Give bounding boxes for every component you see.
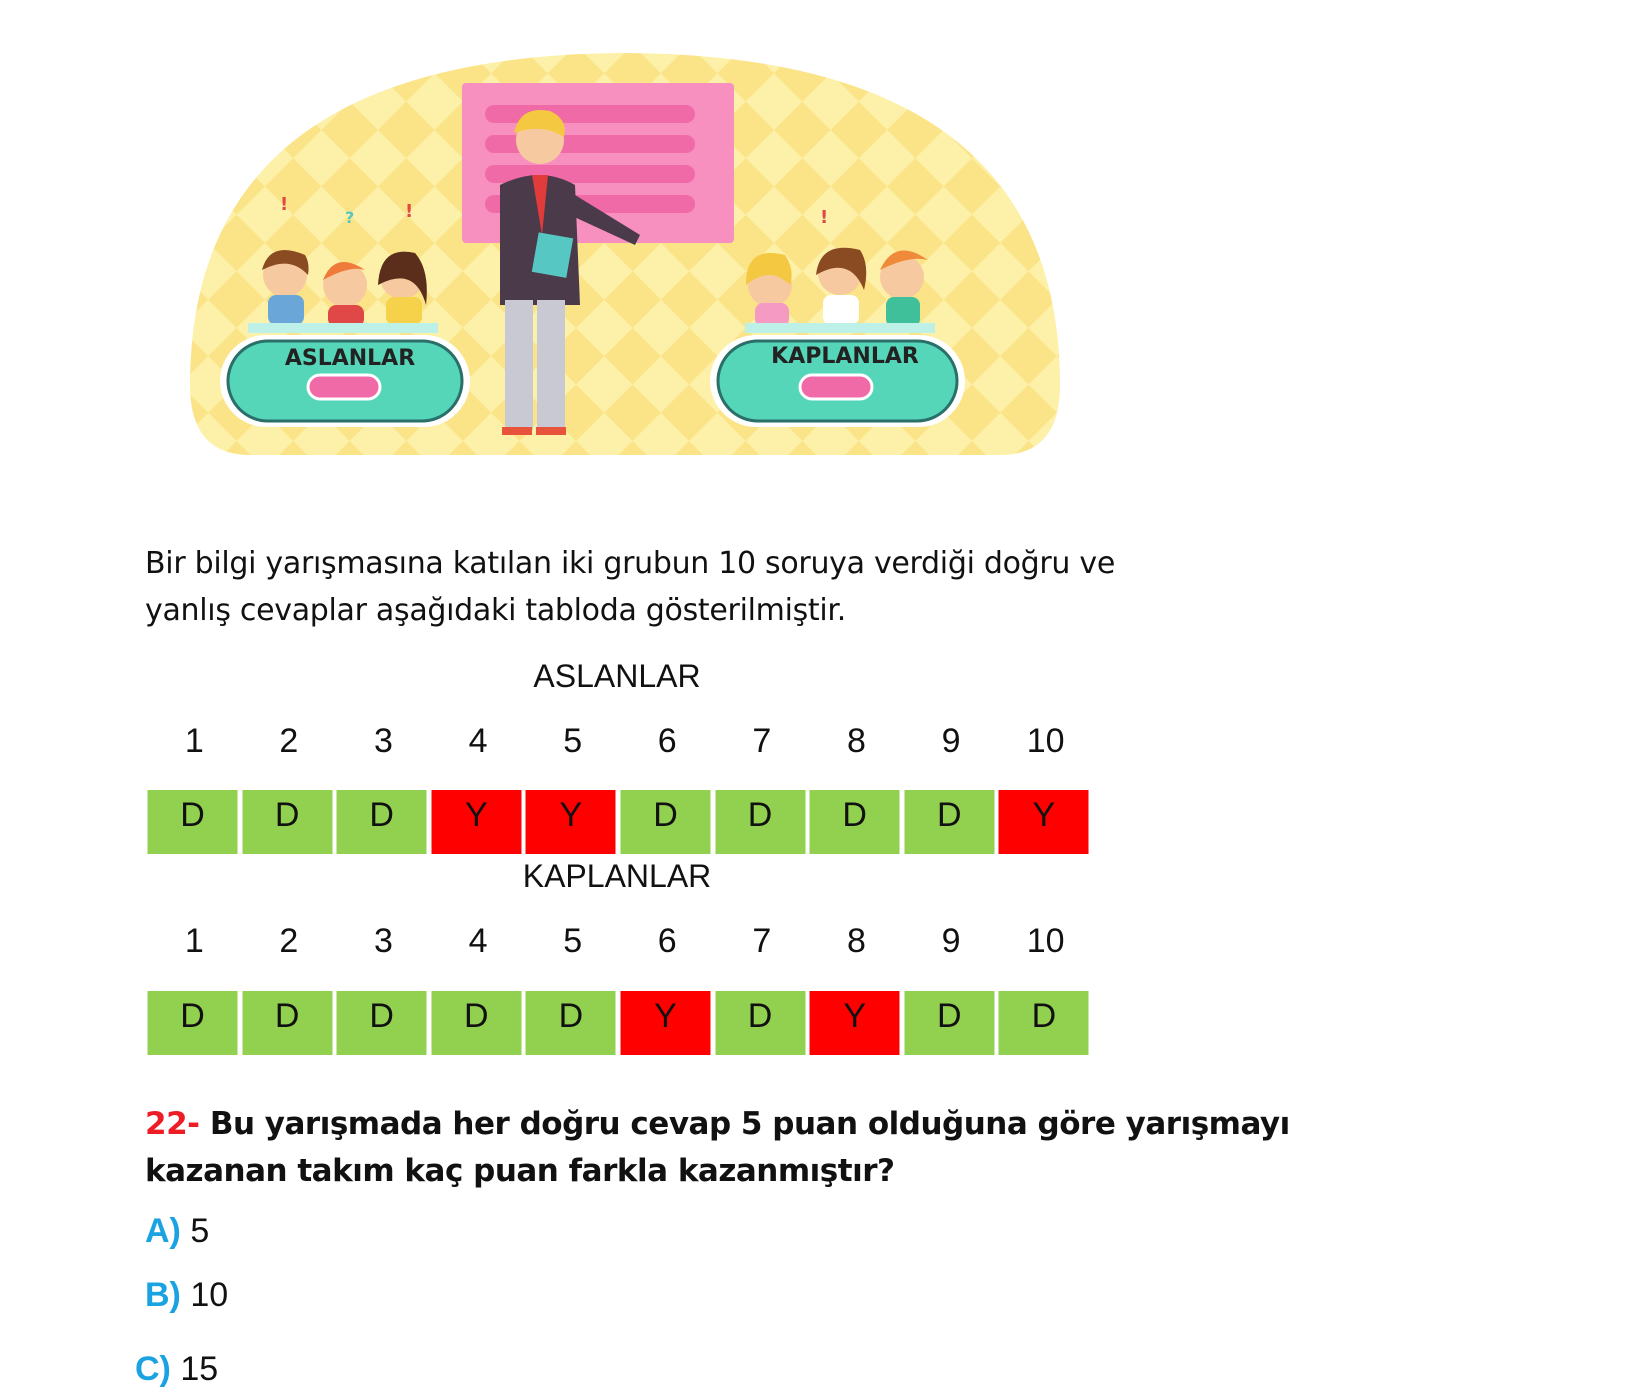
option-a[interactable]: A) 5 <box>145 1212 209 1251</box>
option-text: 10 <box>190 1276 229 1314</box>
left-team-desk: ASLANLAR <box>220 323 470 427</box>
question-number: 1 <box>184 722 204 760</box>
team-left-label: ASLANLAR <box>285 346 415 371</box>
left-team-kids: ! ? ! <box>262 194 427 327</box>
svg-text:!: ! <box>280 194 288 215</box>
question-number: 5 <box>563 922 583 960</box>
question-number: 10 <box>1026 922 1065 960</box>
question-line-1: 22- Bu yarışmada her doğru cevap 5 puan … <box>145 1106 1290 1142</box>
answer-cell-correct: D <box>147 790 238 854</box>
question-line-2: kazanan takım kaç puan farkla kazanmıştı… <box>145 1153 895 1189</box>
question-text-1: Bu yarışmada her doğru cevap 5 puan oldu… <box>209 1106 1290 1142</box>
answer-cell-correct: D <box>336 790 428 854</box>
svg-text:!: ! <box>405 201 413 222</box>
question-number: 4 <box>468 922 488 960</box>
answer-cell-correct: D <box>714 991 806 1055</box>
answer-cell-correct: D <box>809 790 901 854</box>
question-number: 7 <box>752 722 772 760</box>
option-c[interactable]: C) 15 <box>135 1350 218 1389</box>
intro-line-2: yanlış cevaplar aşağıdaki tabloda göster… <box>145 593 846 628</box>
question-number: 3 <box>374 922 393 960</box>
question-number: 10 <box>1026 722 1065 760</box>
answer-cell-correct: D <box>998 991 1090 1055</box>
answer-cell-correct: D <box>619 790 711 854</box>
answer-cell-wrong: Y <box>998 790 1090 854</box>
question-number: 8 <box>846 722 866 760</box>
svg-text:?: ? <box>345 208 354 227</box>
question-number: 8 <box>846 922 866 960</box>
question-number: 6 <box>657 722 677 760</box>
table-title-aslanlar: ASLANLAR <box>533 658 701 694</box>
question-number: 2 <box>279 922 299 960</box>
option-letter: A) <box>145 1212 181 1250</box>
answer-cell-wrong: Y <box>525 790 617 854</box>
answer-cell-wrong: Y <box>809 991 901 1055</box>
answer-cell-correct: D <box>903 991 995 1055</box>
right-team-desk: KAPLANLAR <box>710 323 965 427</box>
question-number: 22- <box>145 1106 200 1142</box>
svg-text:!: ! <box>820 207 828 228</box>
answer-cell-correct: D <box>430 991 522 1055</box>
answer-cell-correct: D <box>336 991 428 1055</box>
answer-cell-correct: D <box>714 790 806 854</box>
answer-cell-correct: D <box>525 991 617 1055</box>
option-letter: C) <box>135 1350 171 1388</box>
answer-cell-correct: D <box>903 790 995 854</box>
answer-cell-correct: D <box>241 991 333 1055</box>
question-number-row: 1 2 3 4 5 6 7 8 9 10 <box>147 722 1093 761</box>
question-number: 9 <box>941 722 961 760</box>
option-b[interactable]: B) 10 <box>145 1276 228 1315</box>
answer-cell-correct: D <box>241 790 333 854</box>
question-number: 3 <box>374 722 393 760</box>
question-number: 6 <box>657 922 677 960</box>
answer-cell-wrong: Y <box>430 790 522 854</box>
question-number: 2 <box>279 722 299 760</box>
question-number-row: 1 2 3 4 5 6 7 8 9 10 <box>147 922 1093 961</box>
intro-line-1: Bir bilgi yarışmasına katılan iki grubun… <box>145 546 1115 581</box>
question-number: 4 <box>468 722 488 760</box>
option-text: 5 <box>190 1212 210 1250</box>
option-letter: B) <box>145 1276 181 1314</box>
quiz-show-illustration: ! ? ! ! ASLANLAR KAPLANLAR <box>190 53 1060 455</box>
table-title-kaplanlar: KAPLANLAR <box>522 858 712 894</box>
question-number: 1 <box>184 922 204 960</box>
question-number: 9 <box>941 922 961 960</box>
answer-cell-wrong: Y <box>619 991 711 1055</box>
option-text: 15 <box>180 1350 219 1388</box>
question-number: 5 <box>563 722 583 760</box>
right-team-kids: ! <box>745 207 928 327</box>
team-right-label: KAPLANLAR <box>771 344 919 369</box>
question-number: 7 <box>752 922 772 960</box>
answer-cell-correct: D <box>147 991 238 1055</box>
teacher-figure <box>500 109 640 435</box>
